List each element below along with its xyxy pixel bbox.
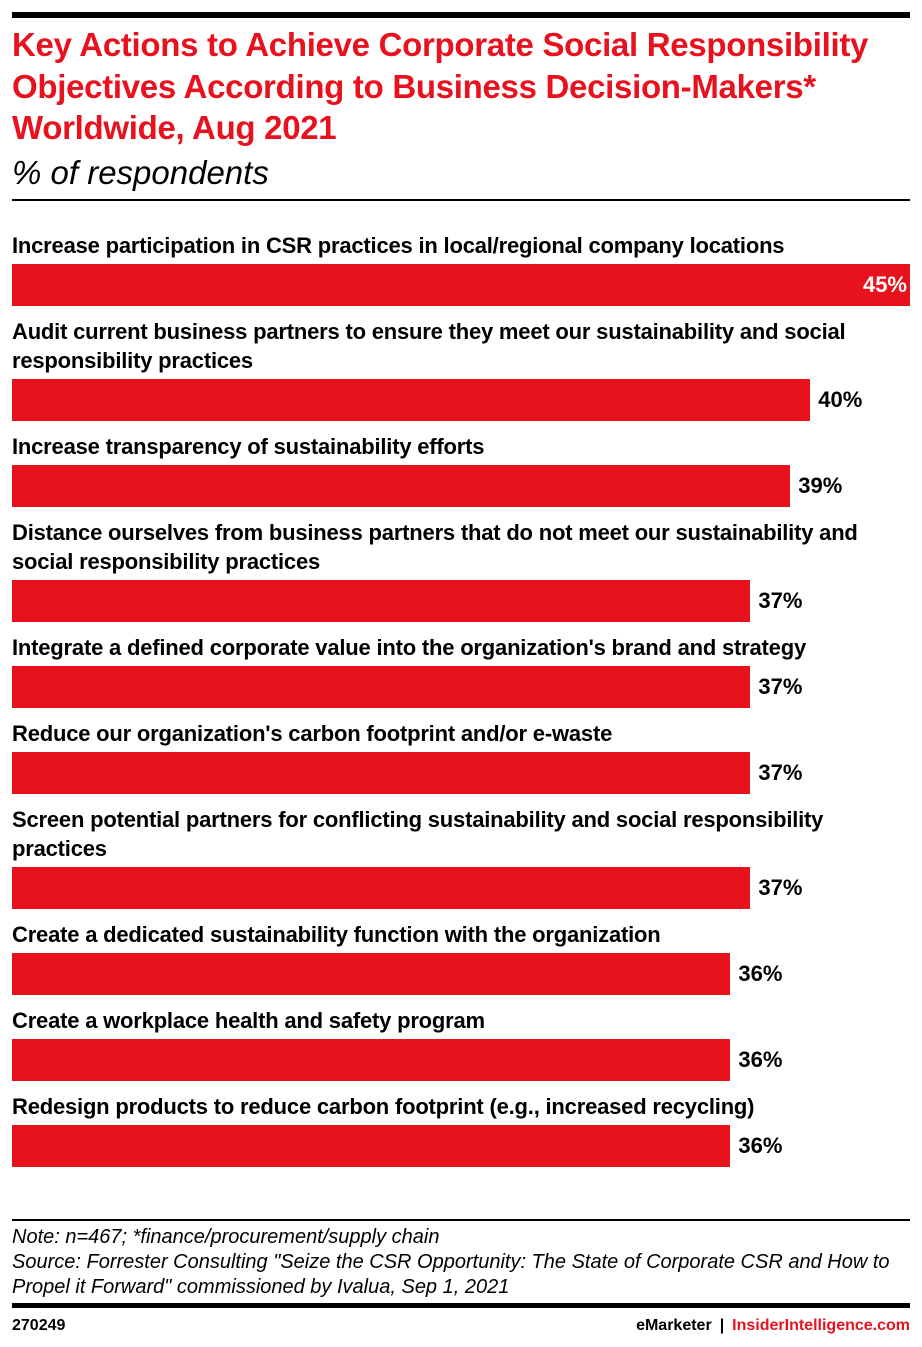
value-label: 37%: [758, 674, 803, 699]
bar: [12, 1039, 731, 1081]
bar-row: 37%: [12, 580, 910, 622]
bar-row: 36%: [12, 953, 910, 995]
bar-row: 37%: [12, 867, 910, 909]
value-label: 40%: [818, 387, 863, 412]
brand-footer: eMarketer | InsiderIntelligence.com: [636, 1317, 910, 1335]
category-label: Increase transparency of sustainability …: [12, 434, 485, 459]
bar-item: Audit current business partners to ensur…: [12, 317, 910, 421]
bar-item: Screen potential partners for conflictin…: [12, 805, 910, 909]
value-label: 36%: [738, 961, 783, 986]
chart-notes: Note: n=467; *finance/procurement/supply…: [12, 1225, 910, 1300]
bar-row: 45%: [12, 264, 910, 306]
value-label: 36%: [738, 1133, 783, 1158]
note-text: Note: n=467; *finance/procurement/supply…: [12, 1226, 440, 1248]
value-label: 37%: [758, 760, 803, 785]
category-label: Increase participation in CSR practices …: [12, 233, 785, 258]
bar: [12, 752, 751, 794]
category-label: Create a dedicated sustainability functi…: [12, 922, 661, 947]
bar: [12, 264, 910, 306]
top-rule: [12, 12, 910, 18]
bar-item: Redesign products to reduce carbon footp…: [12, 1092, 910, 1167]
value-label: 39%: [798, 473, 843, 498]
value-label: 37%: [758, 875, 803, 900]
chart-subtitle: % of respondents: [12, 154, 269, 191]
bar-row: 37%: [12, 666, 910, 708]
bar-row: 36%: [12, 1125, 910, 1167]
brand-insiderintelligence: InsiderIntelligence.com: [732, 1317, 910, 1334]
bar: [12, 1125, 731, 1167]
bar-row: 39%: [12, 465, 910, 507]
footer-rule: [12, 1303, 910, 1308]
header-divider: [12, 199, 910, 201]
value-label: 36%: [738, 1047, 783, 1072]
category-label: Create a workplace health and safety pro…: [12, 1008, 485, 1033]
bar-item: Distance ourselves from business partner…: [12, 518, 910, 622]
bar-chart: Increase participation in CSR practices …: [12, 231, 910, 1178]
bar-row: 36%: [12, 1039, 910, 1081]
bar: [12, 580, 751, 622]
bar: [12, 953, 731, 995]
bar-item: Increase participation in CSR practices …: [12, 231, 910, 306]
bar-item: Reduce our organization's carbon footpri…: [12, 719, 910, 794]
bar: [12, 379, 811, 421]
source-text: Source: Forrester Consulting "Seize the …: [12, 1251, 890, 1298]
category-label: Reduce our organization's carbon footpri…: [12, 721, 613, 746]
category-label: Screen potential partners for conflictin…: [12, 807, 824, 861]
bar: [12, 666, 751, 708]
brand-emarketer: eMarketer: [636, 1317, 712, 1334]
bar-item: Integrate a defined corporate value into…: [12, 633, 910, 708]
chart-id: 270249: [12, 1317, 66, 1334]
bar: [12, 465, 791, 507]
bar-row: 40%: [12, 379, 910, 421]
bar-item: Create a workplace health and safety pro…: [12, 1006, 910, 1081]
bar: [12, 867, 751, 909]
category-label: Redesign products to reduce carbon footp…: [12, 1094, 755, 1119]
brand-separator: |: [719, 1317, 725, 1334]
chart-title: Key Actions to Achieve Corporate Social …: [12, 26, 869, 146]
category-label: Integrate a defined corporate value into…: [12, 635, 806, 660]
bar-item: Create a dedicated sustainability functi…: [12, 920, 910, 995]
value-label: 37%: [758, 588, 803, 613]
value-label: 45%: [862, 272, 907, 297]
bar-row: 37%: [12, 752, 910, 794]
bar-item: Increase transparency of sustainability …: [12, 432, 910, 507]
category-label: Distance ourselves from business partner…: [12, 520, 858, 574]
category-label: Audit current business partners to ensur…: [12, 319, 846, 373]
footer-divider: [12, 1219, 910, 1221]
